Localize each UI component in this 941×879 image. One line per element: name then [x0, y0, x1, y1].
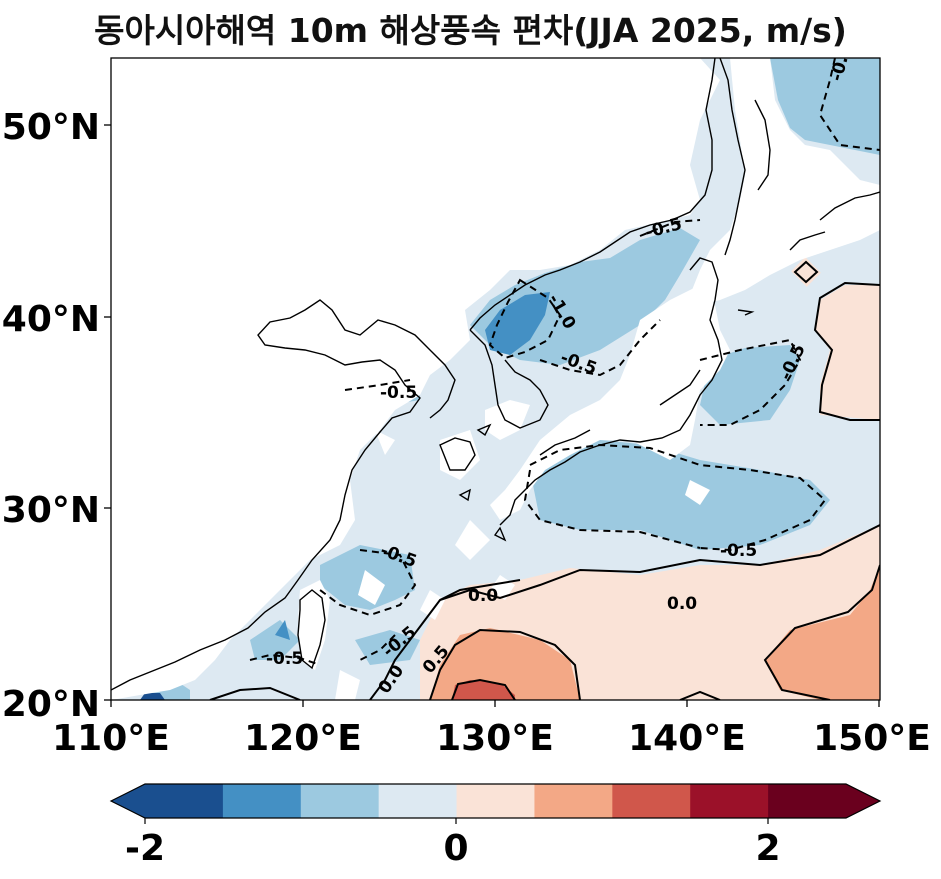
lat-axis: 20°N 30°N 40°N 50°N — [2, 107, 111, 725]
map-title: 동아시아해역 10m 해상풍속 편차(JJA 2025, m/s) — [94, 11, 847, 50]
lon-tick-label: 110°E — [52, 718, 170, 759]
colorbar-extend-high — [846, 784, 880, 818]
lon-axis: 110°E 120°E 130°E 140°E 150°E — [52, 700, 931, 759]
anomaly-fill-moderate-negative-pacific — [530, 440, 830, 550]
colorbar-cell — [612, 784, 691, 818]
colorbar-cell — [378, 784, 458, 818]
anomaly-fill-moderate-negative-east — [700, 345, 800, 425]
colorbar: -2 0 2 — [109, 783, 882, 869]
lat-tick-label: 20°N — [2, 684, 100, 725]
colorbar-cell — [768, 784, 847, 818]
lon-tick-label: 130°E — [436, 718, 554, 759]
contour-label: -0.5 — [720, 541, 757, 561]
anomaly-fill-moderate-positive-east — [765, 565, 880, 700]
contour-lines — [209, 58, 880, 700]
anomaly-fill-strong-negative-east-korea — [485, 292, 550, 355]
coastlines — [111, 58, 880, 691]
lat-tick-label: 30°N — [2, 490, 100, 531]
anomaly-fill-east-positive — [815, 285, 880, 420]
colorbar-tick-label: -2 — [125, 828, 165, 869]
contour-label: -0.5 — [380, 383, 417, 403]
contour-label: 0.0 — [468, 586, 498, 606]
lat-tick-label: 40°N — [2, 299, 100, 340]
lon-tick-label: 140°E — [628, 718, 746, 759]
lon-tick-label: 150°E — [813, 718, 931, 759]
anomaly-fill-strong-negative-strait — [275, 620, 290, 640]
anomaly-fill-small-positive — [791, 257, 821, 287]
anomaly-fill-strong-negative-sw — [140, 693, 165, 700]
colorbar-tick-label: 2 — [755, 828, 780, 869]
colorbar-extend-low — [111, 784, 145, 818]
colorbar-cell — [456, 784, 535, 818]
anomaly-fill-strong-positive — [452, 680, 515, 700]
colorbar-cell — [222, 784, 302, 818]
lat-tick-label: 50°N — [2, 107, 100, 148]
map-panel: -0.5 -0.5 -1.0 -0.5 -0.5 -0.5 -0.5 -0.5 … — [111, 58, 880, 700]
colorbar-tick-label: 0 — [443, 828, 468, 869]
colorbar-cell — [300, 784, 380, 818]
colorbar-cell — [690, 784, 769, 818]
lon-tick-label: 120°E — [244, 718, 362, 759]
contour-label: 0.0 — [667, 594, 697, 614]
colorbar-cell — [534, 784, 613, 818]
colorbar-cell — [145, 784, 224, 818]
contour-label: -0.5 — [266, 649, 303, 669]
anomaly-fill-moderate-negative-north — [770, 58, 880, 155]
anomaly-fill-moderate-negative-south — [355, 630, 420, 665]
